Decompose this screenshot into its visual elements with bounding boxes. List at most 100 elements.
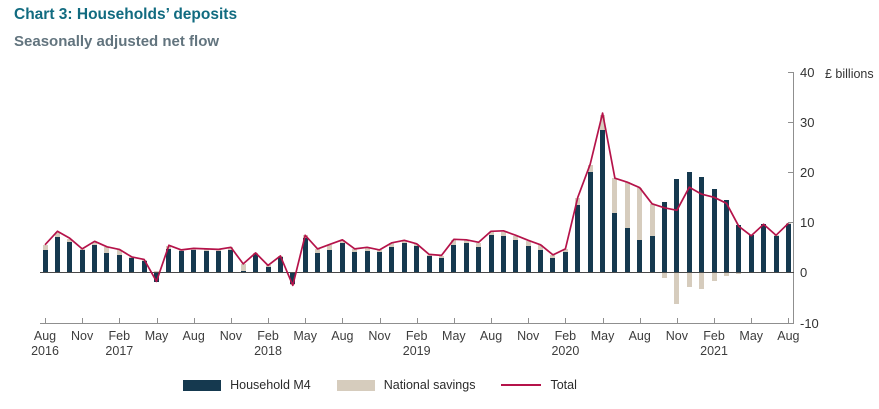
bar-segment-national-savings xyxy=(637,187,643,240)
bar-segment-national-savings xyxy=(662,272,667,279)
x-axis-tick xyxy=(119,317,121,323)
bar-segment-household-m4 xyxy=(92,244,98,273)
bar-segment-household-m4 xyxy=(352,252,358,273)
legend-item-household-m4: Household M4 xyxy=(183,378,311,392)
x-axis-tick xyxy=(639,317,641,323)
bar-segment-national-savings xyxy=(401,240,407,244)
bar-segment-household-m4 xyxy=(438,257,444,273)
x-axis-year-label: 2016 xyxy=(31,343,59,358)
bar-segment-national-savings xyxy=(575,197,581,206)
bar-segment-household-m4 xyxy=(116,254,122,273)
x-axis-tick-label: Nov xyxy=(665,328,688,343)
bar-segment-household-m4 xyxy=(253,253,259,273)
bar-segment-household-m4 xyxy=(178,251,184,273)
bar-segment-national-savings xyxy=(463,240,469,244)
bar-segment-national-savings xyxy=(203,249,209,252)
bar-segment-household-m4 xyxy=(736,224,742,273)
bar-segment-household-m4 xyxy=(154,272,159,283)
bar-segment-household-m4 xyxy=(723,200,729,273)
bar-segment-household-m4 xyxy=(141,260,147,273)
bar-segment-household-m4 xyxy=(191,249,197,273)
bar-segment-national-savings xyxy=(438,255,444,258)
y-axis-tick-label: 0 xyxy=(800,265,808,281)
bar-segment-national-savings xyxy=(42,244,48,250)
bar-segment-household-m4 xyxy=(575,205,581,273)
y-axis-unit-label: £ billions xyxy=(825,67,874,81)
x-axis-tick xyxy=(788,317,790,323)
x-axis-tick xyxy=(453,317,455,323)
bar-segment-national-savings xyxy=(488,231,494,236)
bar-segment-household-m4 xyxy=(711,188,717,273)
bar-segment-household-m4 xyxy=(265,267,271,273)
x-axis-tick xyxy=(416,317,418,323)
bar-segment-household-m4 xyxy=(525,246,531,273)
x-axis-year-label: 2019 xyxy=(402,343,431,358)
bar-segment-household-m4 xyxy=(550,258,556,273)
x-axis-tick-label: Aug xyxy=(182,328,205,343)
bar-segment-household-m4 xyxy=(339,242,345,273)
bar-segment-household-m4 xyxy=(662,202,667,273)
bar-segment-household-m4 xyxy=(277,257,283,273)
bar-segment-household-m4 xyxy=(166,249,172,273)
legend-label-household-m4: Household M4 xyxy=(230,378,311,392)
x-axis-tick-label: Feb xyxy=(257,328,279,343)
bar-segment-national-savings xyxy=(54,232,60,238)
bar-segment-national-savings xyxy=(562,249,568,253)
x-axis-tick xyxy=(156,317,158,323)
bar-segment-household-m4 xyxy=(686,172,692,273)
bar-segment-household-m4 xyxy=(290,272,296,284)
x-axis-tick-label: Aug xyxy=(33,328,57,343)
bar-segment-household-m4 xyxy=(327,249,333,273)
bar-segment-national-savings xyxy=(686,272,692,288)
y-axis-tick xyxy=(788,122,793,124)
bar-segment-household-m4 xyxy=(240,270,246,273)
bar-segment-national-savings xyxy=(240,263,246,271)
x-axis-tick xyxy=(565,317,567,323)
bar-segment-national-savings xyxy=(426,254,432,257)
x-axis-tick xyxy=(268,317,270,323)
bar-segment-household-m4 xyxy=(674,178,680,273)
x-axis-tick xyxy=(342,317,344,323)
x-axis-tick xyxy=(714,317,716,323)
bar-segment-household-m4 xyxy=(476,247,482,273)
bar-segment-national-savings xyxy=(191,248,197,250)
bar-segment-household-m4 xyxy=(785,224,791,273)
bar-segment-national-savings xyxy=(624,182,630,229)
bar-segment-household-m4 xyxy=(451,245,457,273)
bar-segment-national-savings xyxy=(649,203,655,237)
total-line-swatch xyxy=(501,384,542,386)
x-axis-tick-label: Feb xyxy=(703,328,725,343)
x-axis-tick-label: Nov xyxy=(368,328,391,343)
bar-segment-household-m4 xyxy=(624,228,630,273)
bar-segment-household-m4 xyxy=(748,234,754,273)
bar-segment-national-savings xyxy=(600,114,606,130)
y-axis-tick-label: -10 xyxy=(800,315,819,331)
bar-segment-national-savings xyxy=(587,164,593,173)
y-axis-tick xyxy=(788,222,793,224)
x-axis-tick xyxy=(305,317,307,323)
bar-segment-household-m4 xyxy=(364,250,370,273)
bar-segment-national-savings xyxy=(315,249,321,254)
bar-segment-national-savings xyxy=(699,272,705,290)
x-axis-tick xyxy=(676,317,678,323)
bar-segment-household-m4 xyxy=(699,177,705,273)
bar-segment-household-m4 xyxy=(203,251,209,273)
national-savings-swatch xyxy=(336,379,375,391)
bar-segment-household-m4 xyxy=(228,250,234,273)
x-axis-tick xyxy=(379,317,381,323)
x-axis-tick-label: Aug xyxy=(479,328,503,343)
bar-segment-national-savings xyxy=(500,231,506,237)
bar-segment-household-m4 xyxy=(129,258,135,273)
chart-subtitle: Seasonally adjusted net flow xyxy=(14,33,220,50)
x-axis-line xyxy=(40,322,794,324)
bar-segment-household-m4 xyxy=(42,249,48,273)
x-axis-tick-label: May xyxy=(590,328,615,343)
x-axis-tick-label: Aug xyxy=(331,328,354,343)
y-axis-tick xyxy=(788,72,793,73)
x-axis-tick xyxy=(491,317,493,323)
bar-segment-household-m4 xyxy=(414,246,420,273)
bar-segment-national-savings xyxy=(550,255,556,259)
y-axis-tick-label: 40 xyxy=(800,65,815,80)
y-axis-tick-label: 10 xyxy=(800,215,815,231)
